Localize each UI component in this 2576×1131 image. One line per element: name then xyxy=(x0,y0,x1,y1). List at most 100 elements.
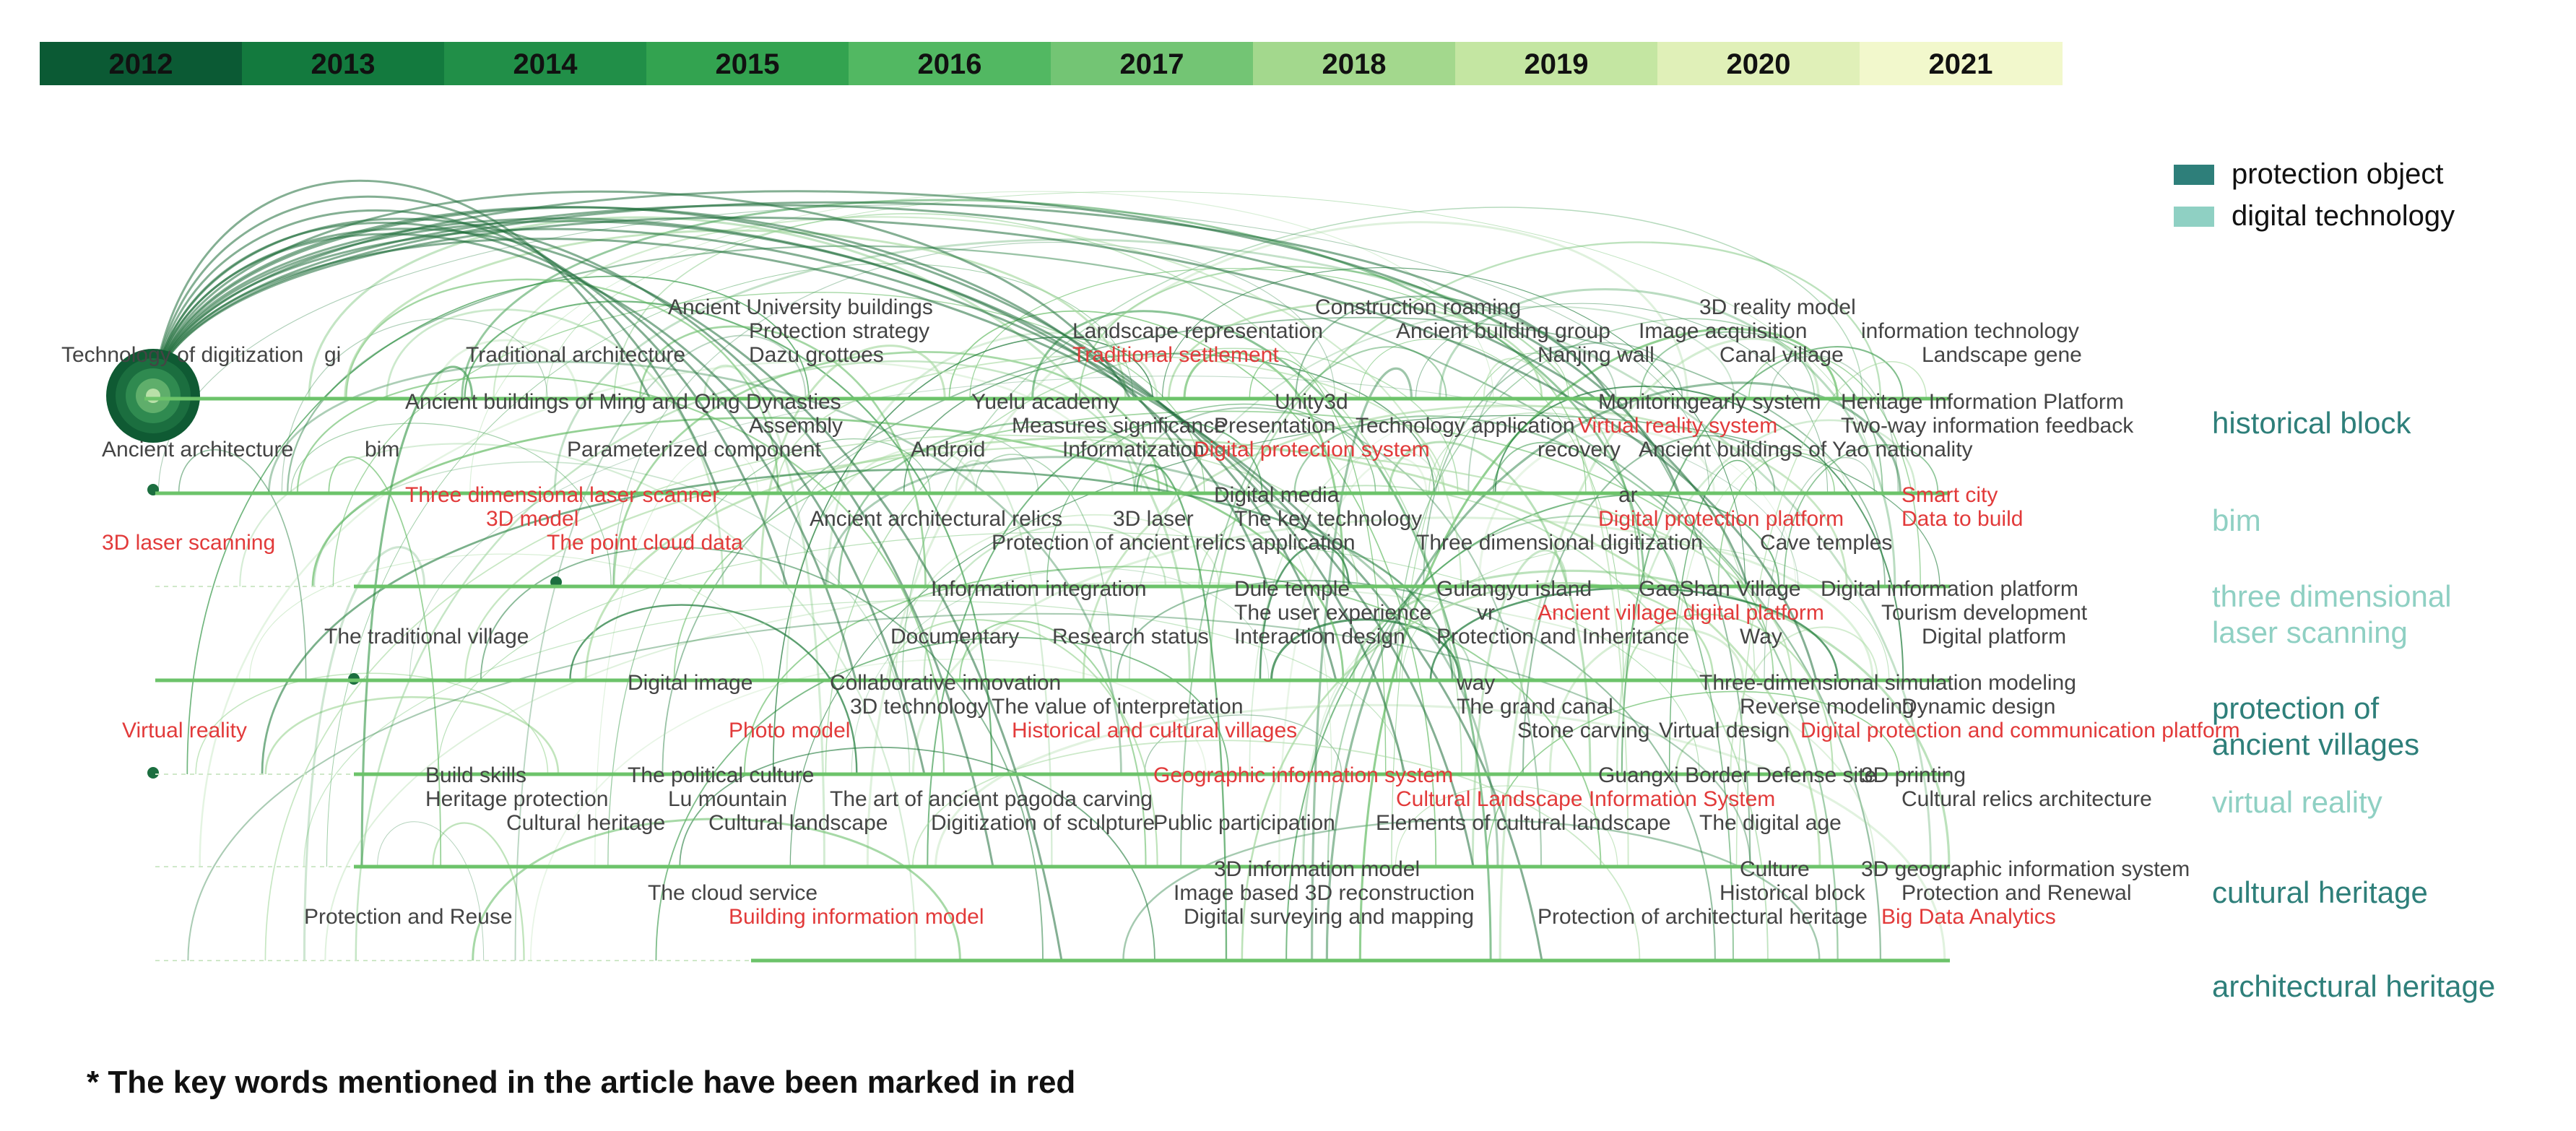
keyword-label: Parameterized component xyxy=(567,438,822,462)
link-arc xyxy=(313,461,911,775)
link-arc xyxy=(303,546,426,961)
keyword-label: The key technology xyxy=(1234,507,1422,531)
link-arc xyxy=(1183,350,1345,587)
legend-item: protection object xyxy=(2174,158,2444,190)
keyword-label: Virtual reality xyxy=(122,719,247,742)
keyword-label: Way xyxy=(1740,625,1782,649)
year-segment xyxy=(444,42,647,85)
keyword-label: Construction roaming xyxy=(1315,295,1521,319)
keyword-label: Nanjing wall xyxy=(1538,343,1655,367)
category-label-line: bim xyxy=(2212,503,2261,537)
keyword-node xyxy=(147,767,159,779)
link-arc xyxy=(789,415,1940,867)
year-2012: 2012 xyxy=(40,42,243,85)
link-arc xyxy=(662,316,1886,775)
link-arc xyxy=(472,818,961,961)
link-arc xyxy=(1548,627,1745,775)
keyword-label: Heritage Information Platform xyxy=(1841,390,2124,414)
keyword-label: Android xyxy=(911,438,985,462)
link-arc xyxy=(195,672,549,775)
link-arc xyxy=(934,703,1946,961)
keyword-label: Tourism development xyxy=(1881,601,2088,625)
link-arc xyxy=(1136,464,1228,961)
link-arc xyxy=(927,420,1263,867)
link-arc xyxy=(1078,266,1641,587)
year-label: 2019 xyxy=(1525,48,1589,80)
link-arc xyxy=(594,448,758,867)
keyword-label: The cloud service xyxy=(648,881,818,905)
keyword-label: Yuelu academy xyxy=(971,390,1119,414)
keyword-label: Ancient architectural relics xyxy=(810,507,1062,531)
year-2013: 2013 xyxy=(242,42,445,85)
keyword-label: 3D laser xyxy=(1113,507,1194,531)
link-arc xyxy=(743,566,1602,867)
link-arc xyxy=(1492,441,1734,961)
link-arc xyxy=(911,516,1874,775)
legend-label: digital technology xyxy=(2232,200,2455,232)
keyword-label: 3D laser scanning xyxy=(102,531,275,555)
legend-swatch xyxy=(2174,207,2214,227)
keyword-label: Digital surveying and mapping xyxy=(1184,905,1474,929)
year-2014: 2014 xyxy=(444,42,647,85)
category-label-line: laser scanning xyxy=(2212,615,2408,649)
link-arc xyxy=(296,376,945,775)
year-segment xyxy=(1657,42,1860,85)
keyword-label: Geographic information system xyxy=(1153,763,1453,787)
category-label-line: cultural heritage xyxy=(2212,875,2428,909)
link-arc xyxy=(1352,569,1951,867)
link-arc xyxy=(377,821,485,961)
link-arc xyxy=(1471,549,1568,867)
link-arc xyxy=(759,344,946,587)
co-occurrence-arcs xyxy=(106,179,1951,961)
keyword-label: Cultural relics architecture xyxy=(1901,787,2152,811)
year-segment xyxy=(1860,42,2063,85)
keyword-label: Canal village xyxy=(1719,343,1844,367)
link-arc xyxy=(612,242,1336,587)
link-arc xyxy=(1675,724,1792,775)
link-arc xyxy=(1325,381,1901,961)
link-arc xyxy=(1391,352,1569,867)
year-label: 2021 xyxy=(1929,48,1993,80)
keyword-label: Digital platform xyxy=(1922,625,2066,649)
link-arc xyxy=(1626,613,1834,775)
link-arc xyxy=(903,352,1435,494)
link-arc xyxy=(1639,331,1883,494)
keyword-label: Cultural Landscape Information System xyxy=(1396,787,1775,811)
link-arc xyxy=(1467,345,1617,494)
year-segment xyxy=(646,42,849,85)
keyword-label: Ancient buildings of Yao nationality xyxy=(1639,438,1973,462)
footnote: * The key words mentioned in the article… xyxy=(87,1065,1075,1100)
link-arc xyxy=(584,436,1821,867)
link-arc xyxy=(553,238,1932,867)
keyword-label: Protection and Inheritance xyxy=(1436,625,1689,649)
link-arc xyxy=(948,310,1437,867)
year-segment xyxy=(1455,42,1658,85)
category-label: cultural heritage xyxy=(2212,875,2428,909)
year-label: 2013 xyxy=(311,48,376,80)
keyword-label: Dule temple xyxy=(1234,577,1350,601)
category-labels: historical block bim three dimensional lase… xyxy=(2212,406,2495,1003)
link-arc xyxy=(150,220,1269,587)
link-arc xyxy=(150,204,1749,587)
keyword-label: Digitization of sculpture xyxy=(931,811,1155,835)
keyword-label: Digital protection platform xyxy=(1598,507,1844,531)
keyword-label: Protection strategy xyxy=(749,319,929,343)
link-arc xyxy=(1295,295,1751,867)
keyword-label: The point cloud data xyxy=(547,531,743,555)
keyword-label: 3D printing xyxy=(1861,763,1966,787)
link-arc xyxy=(150,201,1612,399)
link-arc xyxy=(1675,448,1847,681)
keyword-label: Traditional settlement xyxy=(1072,343,1279,367)
category-label: historical block xyxy=(2212,406,2411,440)
link-arc xyxy=(1046,403,1376,587)
link-arc xyxy=(344,229,1127,399)
link-arc xyxy=(1396,318,1816,681)
year-2019: 2019 xyxy=(1455,42,1658,85)
keyword-label: Protection of ancient relics application xyxy=(992,531,1356,555)
category-label-line: three dimensional xyxy=(2212,579,2452,613)
keyword-label: Ancient University buildings xyxy=(668,295,933,319)
year-label: 2016 xyxy=(918,48,982,80)
keyword-label: Lu mountain xyxy=(668,787,787,811)
link-arc xyxy=(1302,626,1473,867)
